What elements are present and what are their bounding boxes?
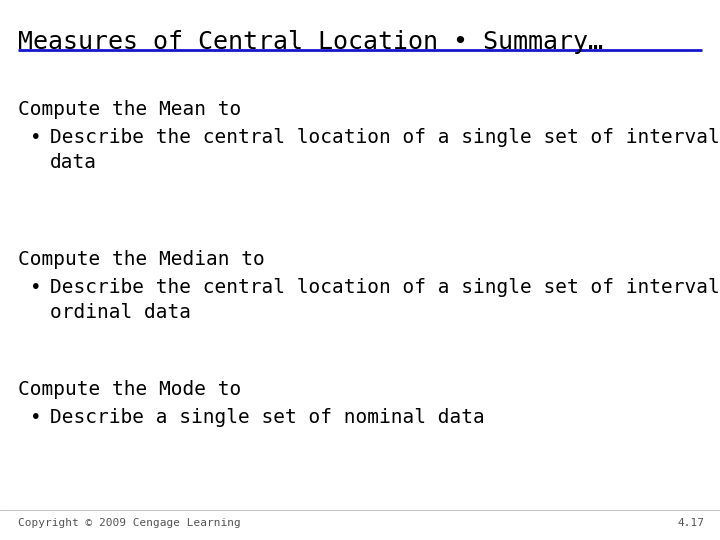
Text: •: • [30, 408, 42, 427]
Text: 4.17: 4.17 [677, 518, 704, 528]
Text: Describe the central location of a single set of interval
data: Describe the central location of a singl… [50, 128, 720, 172]
Text: •: • [30, 128, 42, 147]
Text: •: • [30, 278, 42, 297]
Text: Compute the Mean to: Compute the Mean to [18, 100, 241, 119]
Text: Describe the central location of a single set of interval or
ordinal data: Describe the central location of a singl… [50, 278, 720, 322]
Text: Compute the Mode to: Compute the Mode to [18, 380, 241, 399]
Text: Measures of Central Location • Summary…: Measures of Central Location • Summary… [18, 30, 603, 54]
Text: Describe a single set of nominal data: Describe a single set of nominal data [50, 408, 485, 427]
Text: Compute the Median to: Compute the Median to [18, 250, 265, 269]
Text: Copyright © 2009 Cengage Learning: Copyright © 2009 Cengage Learning [18, 518, 240, 528]
